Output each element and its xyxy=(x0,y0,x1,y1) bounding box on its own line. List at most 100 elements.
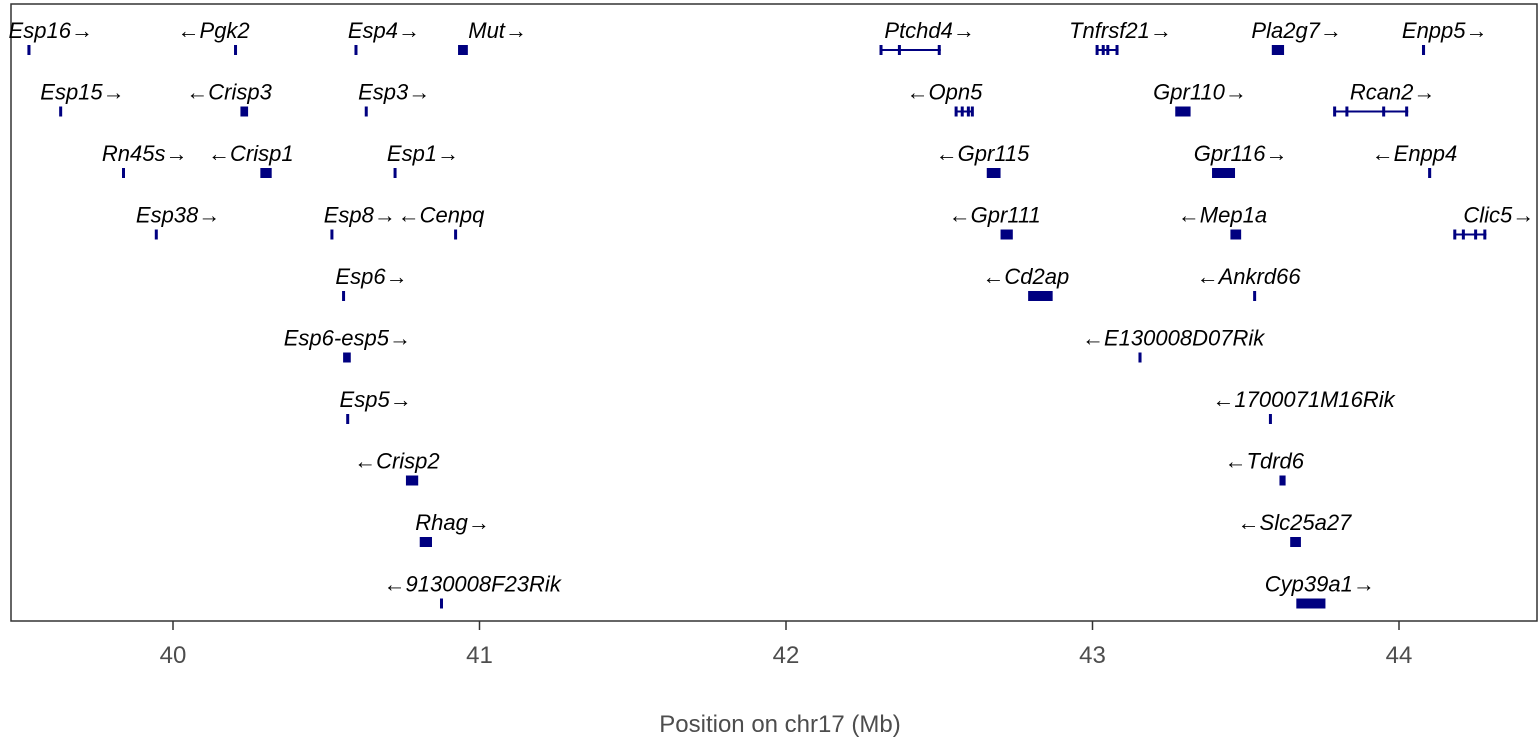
gene-block xyxy=(458,45,468,55)
arrow-right-icon: → xyxy=(389,326,411,351)
gene-block xyxy=(1175,106,1191,117)
gene-label: ←Crisp3 xyxy=(186,80,272,105)
gene-label: ←Cenpq xyxy=(398,203,486,228)
gene-tdrd6: ←Tdrd6 xyxy=(1225,449,1305,486)
x-tick-label: 44 xyxy=(1386,642,1413,669)
gene-block xyxy=(1271,45,1285,55)
gene-label: Enpp5→ xyxy=(1402,18,1488,43)
arrow-right-icon: → xyxy=(505,18,527,43)
gene-ankrd66: ←Ankrd66 xyxy=(1197,264,1302,301)
exon-mark xyxy=(966,106,970,117)
arrow-right-icon: → xyxy=(437,141,459,166)
gene-label: Pla2g7→ xyxy=(1251,18,1342,43)
gene-block xyxy=(364,106,368,117)
gene-rhag: Rhag→ xyxy=(415,510,490,547)
arrow-right-icon: → xyxy=(1413,80,1435,105)
exon-mark xyxy=(1405,106,1409,117)
gene-esp1: Esp1→ xyxy=(387,141,459,178)
gene-rcan2: Rcan2→ xyxy=(1333,80,1435,117)
gene-label: ←Gpr111 xyxy=(949,203,1041,228)
exon-mark xyxy=(1474,229,1478,240)
gene-crisp2: ←Crisp2 xyxy=(354,449,440,486)
gene-block xyxy=(1296,598,1326,609)
gene-block xyxy=(1253,291,1257,301)
gene-label: Gpr116→ xyxy=(1194,141,1288,166)
panel-border xyxy=(10,3,1538,622)
gene-label: ←9130008F23Rik xyxy=(383,572,561,597)
gene-block xyxy=(260,168,272,178)
gene-block xyxy=(1028,291,1053,301)
gene-crisp1: ←Crisp1 xyxy=(208,141,294,178)
gene-label: ←Pgk2 xyxy=(178,18,250,43)
gene-block xyxy=(342,291,346,301)
arrow-left-icon: ← xyxy=(1212,387,1234,412)
arrow-right-icon: → xyxy=(198,203,220,228)
gene-esp4: Esp4→ xyxy=(348,18,420,55)
gene-esp6: Esp6→ xyxy=(335,264,408,301)
x-axis: 40 41 42 43 44 xyxy=(160,621,1413,669)
arrow-right-icon: → xyxy=(103,80,125,105)
gene-block xyxy=(343,352,351,363)
gene-block xyxy=(1212,168,1236,178)
exon-mark xyxy=(970,106,974,117)
arrow-left-icon: ← xyxy=(949,203,971,228)
gene-block xyxy=(1428,168,1432,178)
exon-mark xyxy=(1106,45,1110,55)
arrow-right-icon: → xyxy=(1512,203,1534,228)
gene-gpr111: ←Gpr111 xyxy=(949,203,1041,240)
gene-label: Esp6-esp5→ xyxy=(284,326,411,351)
gene-label: Esp15→ xyxy=(40,80,124,105)
gene-block xyxy=(354,45,358,55)
gene-label: ←Opn5 xyxy=(907,80,984,105)
exon-mark xyxy=(1382,106,1386,117)
gene-label: Esp1→ xyxy=(387,141,459,166)
arrow-left-icon: ← xyxy=(1238,510,1260,535)
gene-mut: Mut→ xyxy=(458,18,527,55)
gene-block xyxy=(59,106,63,117)
gene-enpp4: ←Enpp4 xyxy=(1372,141,1457,178)
arrow-right-icon: → xyxy=(468,510,490,535)
exon-mark xyxy=(1115,45,1119,55)
gene-tnfrsf21: Tnfrsf21→ xyxy=(1069,18,1172,55)
arrow-right-icon: → xyxy=(1266,141,1288,166)
arrow-right-icon: → xyxy=(1150,18,1172,43)
gene-cyp39a1: Cyp39a1→ xyxy=(1265,572,1375,609)
gene-block xyxy=(27,45,31,55)
gene-esp6-esp5: Esp6-esp5→ xyxy=(284,326,411,363)
gene-label: ←Ankrd66 xyxy=(1197,264,1302,289)
gene-block xyxy=(986,168,1001,178)
exon-mark xyxy=(937,45,941,55)
arrow-left-icon: ← xyxy=(208,141,230,166)
gene-label: ←Crisp2 xyxy=(354,449,440,474)
gene-1700071m16rik: ←1700071M16Rik xyxy=(1212,387,1396,424)
arrow-right-icon: → xyxy=(408,80,430,105)
arrow-left-icon: ← xyxy=(936,141,958,166)
arrow-right-icon: → xyxy=(1353,572,1375,597)
gene-block xyxy=(419,537,432,547)
gene-label: Esp6→ xyxy=(335,264,407,289)
arrow-left-icon: ← xyxy=(383,572,405,597)
exon-mark xyxy=(1095,45,1099,55)
gene-opn5: ←Opn5 xyxy=(907,80,984,117)
gene-block xyxy=(1421,45,1426,55)
x-axis-title: Position on chr17 (Mb) xyxy=(659,711,900,738)
gene-label: Rcan2→ xyxy=(1350,80,1436,105)
gene-label: Rhag→ xyxy=(415,510,490,535)
gene-block xyxy=(1138,352,1142,363)
exon-mark xyxy=(1101,45,1105,55)
gene-crisp3: ←Crisp3 xyxy=(186,80,273,117)
arrow-left-icon: ← xyxy=(178,18,200,43)
gene-pgk2: ←Pgk2 xyxy=(178,18,250,55)
arrow-left-icon: ← xyxy=(1225,449,1247,474)
gene-clic5: Clic5→ xyxy=(1453,203,1534,240)
gene-cenpq: ←Cenpq xyxy=(398,203,486,240)
gene-label: Tnfrsf21→ xyxy=(1069,18,1172,43)
arrow-right-icon: → xyxy=(71,18,93,43)
gene-block xyxy=(234,45,238,55)
gene-block xyxy=(1000,229,1013,240)
gene-ptchd4: Ptchd4→ xyxy=(879,18,975,55)
gene-gpr115: ←Gpr115 xyxy=(936,141,1030,178)
gene-label: Esp4→ xyxy=(348,18,420,43)
gene-rn45s: Rn45s→ xyxy=(102,141,188,178)
gene-label: Esp8→ xyxy=(324,203,396,228)
